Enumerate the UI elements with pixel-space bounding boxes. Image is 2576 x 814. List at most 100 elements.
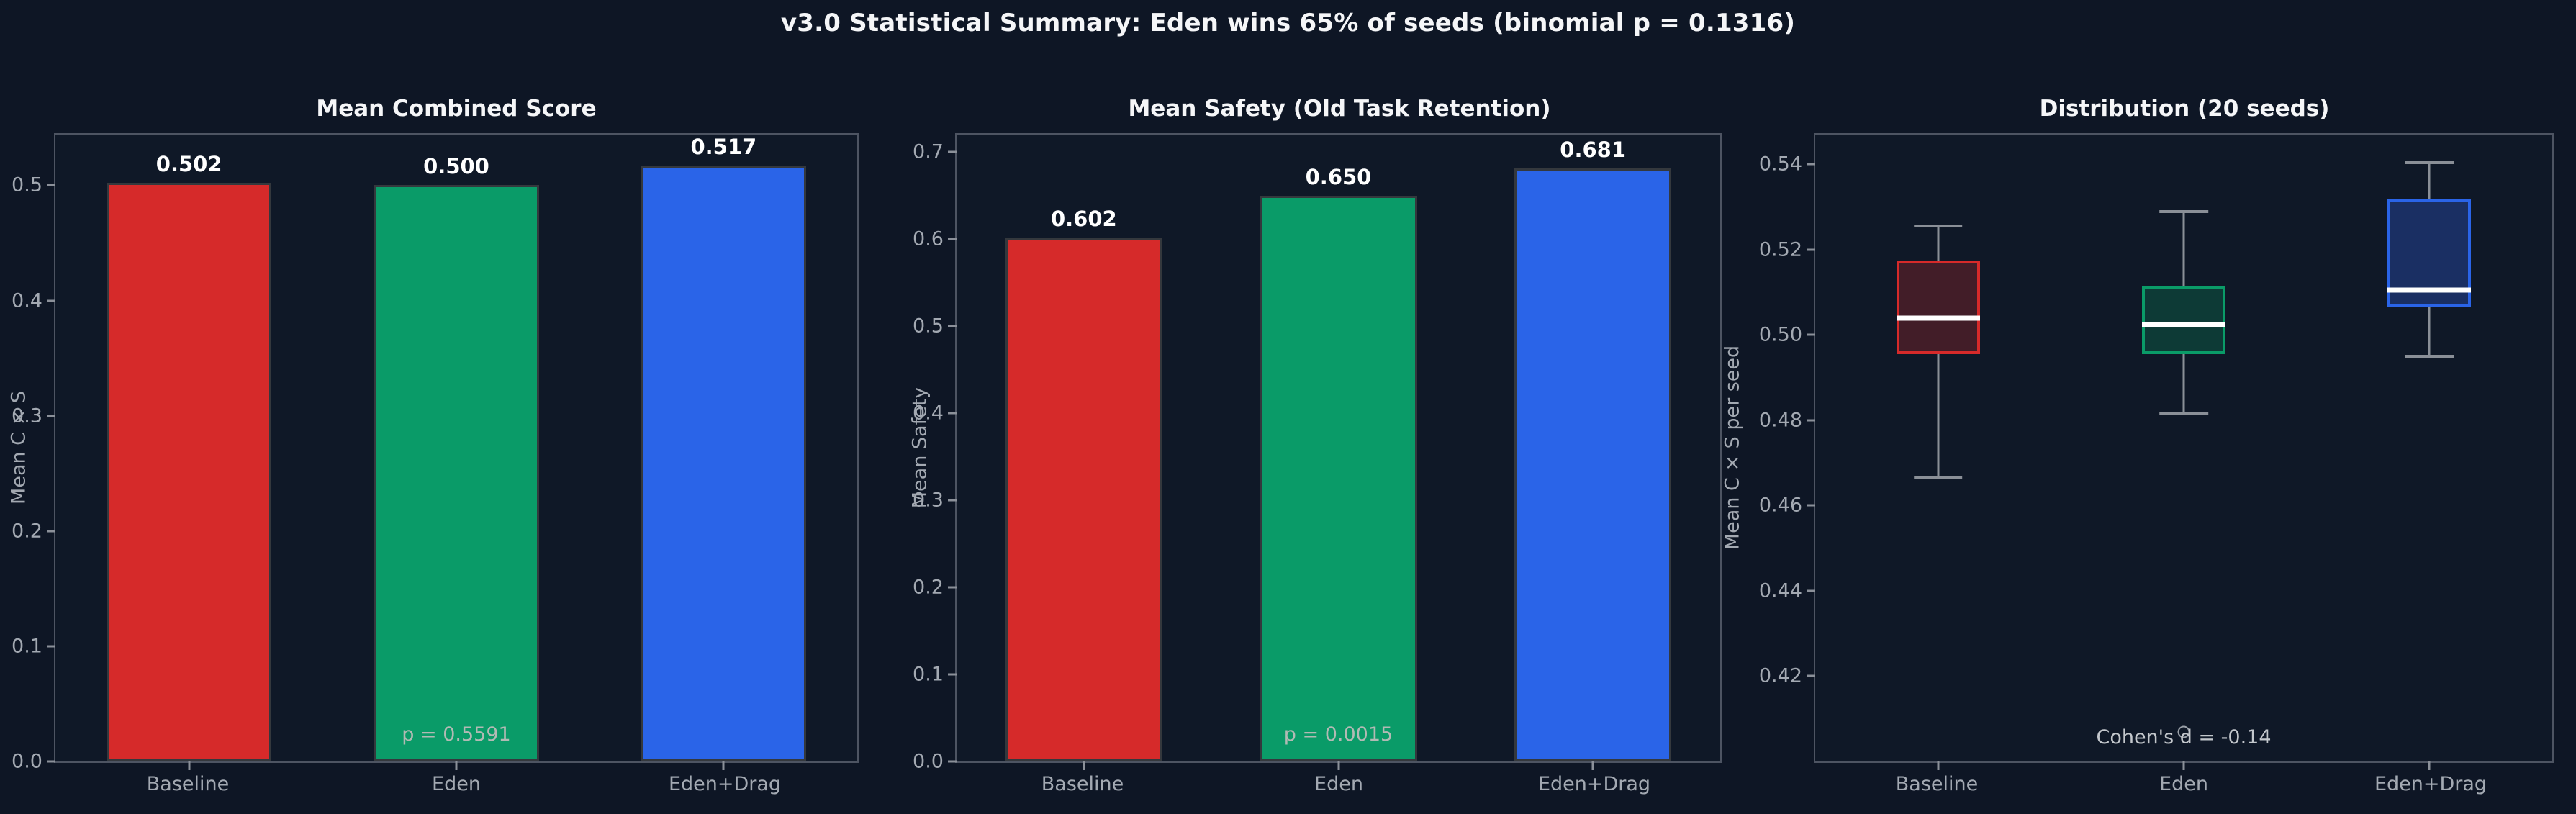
whisker-lower <box>2182 354 2185 415</box>
x-tick-label: Eden <box>2159 773 2208 795</box>
cohens-d-annotation: Cohen's d = -0.14 <box>2096 726 2272 749</box>
median-line <box>1896 315 1980 321</box>
bar-value-label: 0.681 <box>1560 137 1627 163</box>
bar-eden+drag <box>641 166 807 761</box>
plot-area-mean-combined-score: p = 0.5591 0.0 0.1 0.2 0.3 0.4 0.5 0.502 0.500 0… <box>12 133 859 773</box>
bar-value-label: 0.502 <box>155 152 222 177</box>
x-tick-mark <box>455 761 458 770</box>
y-tick-mark <box>1807 248 1815 251</box>
x-tick-label: Eden+Drag <box>2374 773 2487 795</box>
chart-title-distribution: Distribution (20 seeds) <box>2039 96 2330 122</box>
whisker-lower <box>1937 354 1940 478</box>
bar-eden+drag <box>1514 168 1672 761</box>
y-tick-label: 0.5 <box>12 173 42 196</box>
y-tick-label: 0.1 <box>12 635 42 658</box>
median-line <box>2142 322 2225 327</box>
y-tick-mark <box>948 586 957 589</box>
bar-value-label: 0.517 <box>690 135 757 160</box>
bar-eden <box>1260 195 1417 761</box>
p-value-annotation: p = 0.5591 <box>402 723 511 746</box>
y-tick-mark <box>948 325 957 327</box>
x-tick-label: Eden <box>432 773 481 795</box>
x-tick-label: Baseline <box>146 773 230 795</box>
x-tick-mark <box>1591 761 1594 770</box>
y-tick-mark <box>47 530 55 533</box>
y-tick-label: 0.50 <box>1758 323 1802 346</box>
box-baseline <box>1896 260 1980 355</box>
y-tick-mark <box>1807 333 1815 336</box>
x-tick-mark <box>722 761 725 770</box>
bar-baseline <box>106 183 272 761</box>
y-tick-mark <box>47 184 55 186</box>
y-tick-label: 0.7 <box>913 140 944 163</box>
y-tick-label: 0.54 <box>1758 153 1802 176</box>
p-value-annotation: p = 0.0015 <box>1283 723 1393 746</box>
y-axis-label: Mean C × S per seed <box>1721 345 1744 551</box>
y-tick-label: 0.0 <box>12 750 42 773</box>
y-tick-mark <box>47 760 55 763</box>
whisker-cap <box>2405 355 2454 358</box>
median-line <box>2387 287 2472 293</box>
x-tick-mark <box>188 761 191 770</box>
y-tick-mark <box>47 299 55 302</box>
outlier-point <box>2177 725 2190 738</box>
y-tick-label: 0.5 <box>913 315 944 338</box>
y-tick-label: 0.2 <box>913 576 944 599</box>
y-tick-label: 0.4 <box>12 289 42 312</box>
whisker-cap <box>1913 225 1963 228</box>
x-tick-mark <box>2182 761 2185 770</box>
y-tick-label: 0.46 <box>1758 494 1802 517</box>
x-tick-mark <box>1937 761 1940 770</box>
y-tick-mark <box>1807 504 1815 507</box>
whisker-cap <box>2405 160 2454 164</box>
y-tick-label: 0.44 <box>1758 579 1802 602</box>
y-tick-label: 0.6 <box>913 227 944 250</box>
y-tick-label: 0.48 <box>1758 409 1802 432</box>
x-tick-label: Baseline <box>1895 773 1979 795</box>
y-tick-mark <box>47 645 55 648</box>
y-tick-label: 0.52 <box>1758 238 1802 261</box>
x-tick-label: Eden+Drag <box>1537 773 1651 795</box>
bar-value-label: 0.500 <box>423 154 489 179</box>
x-tick-label: Eden <box>1314 773 1363 795</box>
y-tick-label: 0.4 <box>913 402 944 425</box>
whisker-upper <box>1937 226 1940 261</box>
x-tick-label: Eden+Drag <box>668 773 782 795</box>
bar-eden <box>374 185 539 761</box>
y-tick-label: 0.0 <box>913 750 944 773</box>
y-tick-label: 0.1 <box>913 663 944 686</box>
plot-area-distribution: Cohen's d = -0.14 0.42 0.44 0.46 0.48 0.50 0.… <box>1759 133 2554 770</box>
y-tick-mark <box>1807 674 1815 677</box>
whisker-upper <box>2182 211 2185 286</box>
x-tick-mark <box>1337 761 1339 770</box>
y-tick-mark <box>948 673 957 676</box>
y-tick-mark <box>1807 589 1815 592</box>
whisker-lower <box>2428 307 2431 357</box>
chart-title-mean-safety: Mean Safety (Old Task Retention) <box>1128 96 1551 122</box>
whisker-cap <box>2159 412 2208 416</box>
x-tick-label: Baseline <box>1041 773 1124 795</box>
chart-title-mean-combined-score: Mean Combined Score <box>316 96 597 122</box>
bar-value-label: 0.650 <box>1305 164 1372 189</box>
y-tick-label: 0.3 <box>913 489 944 512</box>
y-tick-label: 0.3 <box>12 404 42 428</box>
bar-value-label: 0.602 <box>1050 206 1117 231</box>
y-tick-mark <box>1807 419 1815 422</box>
x-tick-mark <box>2428 761 2431 770</box>
y-tick-mark <box>948 238 957 240</box>
y-tick-mark <box>1807 163 1815 166</box>
y-tick-mark <box>948 499 957 502</box>
plot-area-mean-safety: p = 0.0015 0.0 0.1 0.2 0.3 0.4 0.5 0.6 0.7 0.602… <box>913 133 1722 773</box>
whisker-cap <box>1913 476 1963 479</box>
whisker-upper <box>2428 162 2431 199</box>
box-eden <box>2142 286 2225 355</box>
whisker-cap <box>2159 209 2208 213</box>
x-tick-mark <box>1083 761 1085 770</box>
figure-title: v3.0 Statistical Summary: Eden wins 65% … <box>780 9 1796 37</box>
y-tick-mark <box>47 415 55 417</box>
bar-baseline <box>1005 237 1163 761</box>
y-tick-label: 0.42 <box>1758 664 1802 687</box>
y-tick-label: 0.2 <box>12 520 42 543</box>
y-tick-mark <box>948 760 957 763</box>
